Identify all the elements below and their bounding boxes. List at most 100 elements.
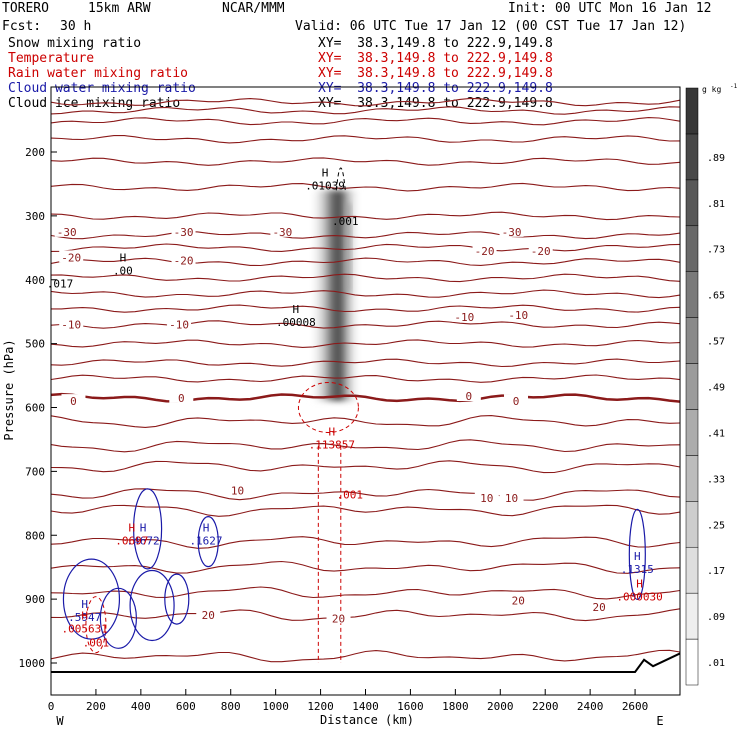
temperature-label: -20 [475,245,495,258]
label-bg [587,599,612,612]
isotherm [51,182,680,192]
label-bg [326,611,351,624]
xy-temperature: XY= 38.3,149.8 to 222.9,149.8 [318,51,553,66]
label-bg [171,224,196,237]
colorbar-label: .33 [707,474,725,485]
colorbar-label: .73 [707,245,725,256]
label-bg [196,608,221,621]
colorbar-swatch [685,317,699,364]
x-tick-label: 2600 [622,700,649,713]
extremum-marker: H [120,252,127,265]
colorbar: .01 .09 .17 .25 .33 .41 .49 .57 .65 .73 .81 .89 g kg… [685,83,738,686]
isotherm [51,560,680,574]
temperature-label: -10 [508,309,528,322]
isotherm [51,230,680,240]
y-axis-title: Pressure (hPa) [2,339,16,440]
rain-contour [317,445,342,663]
temperature-label: -20 [61,251,81,264]
x-tick-label: 800 [221,700,241,713]
label-bg [270,224,295,237]
colorbar-swatch [685,133,699,181]
temperature-label: 20 [512,594,525,607]
x-tick-label: 1200 [307,700,334,713]
extremum-value: .0697 [115,534,148,547]
x-tick-label: 1400 [352,700,379,713]
extremum-marker: H [328,425,335,438]
extremum-value: .00 [113,265,133,278]
xy-snow: XY= 38.3,149.8 to 222.9,149.8 [318,36,553,51]
extremum-marker: H [636,577,643,590]
y-tick-label: 900 [25,593,45,606]
colorbar-units: g kg [702,85,721,94]
label-bg [61,394,86,407]
isotherm [51,536,680,549]
colorbar-label: .09 [707,612,725,623]
cloud-water-contour [129,569,175,642]
label-bg [528,244,553,257]
x-tick-label: 2200 [532,700,559,713]
temperature-label: 20 [202,609,215,622]
label-bg [167,317,192,330]
snow-band-secondary [344,203,353,293]
temperature-isotherms [51,97,680,663]
isotherm [51,320,680,329]
colorbar-label: .25 [707,520,725,531]
x-tick-label: 1800 [442,700,469,713]
colorbar-swatch [685,638,699,686]
isotherm [51,257,680,267]
colorbar-label: .57 [707,337,725,348]
temperature-label: 0 [70,395,77,408]
colorbar-swatch [685,363,699,410]
colorbar-label: .01 [707,658,725,669]
extremum-value: .017 [47,277,74,290]
temperature-label: 20 [332,612,345,625]
extremum-value: .000030 [616,590,662,603]
temperature-label: -30 [174,226,194,239]
temperature-label: 0 [466,390,473,403]
temperature-label: 10 [480,492,493,505]
isotherm [51,106,680,115]
axes: 0 200 400 600 800 1000 1200 1400 1600 1800 2000 220… [19,86,681,713]
extremum-value: .1627 [189,534,222,547]
x-tick-label: 1600 [397,700,424,713]
temperature-label: -30 [502,226,522,239]
isotherm [51,243,680,252]
colorbar-label: .89 [707,153,725,164]
isotherm [51,504,680,517]
isotherm [51,586,680,600]
isotherm [51,97,680,107]
x-tick-label: 400 [131,700,151,713]
forecast-hour: 30 h [60,19,92,34]
valid-time: Valid: 06 UTC Tue 17 Jan 12 (00 CST Tue … [295,19,687,34]
extremum-value: .001 [332,215,359,228]
east-label: E [656,714,663,728]
extremum-value: .001 [337,488,364,501]
rain-contour [297,382,359,433]
extremum-value: .001 [83,636,110,649]
extremum-value: .00008 [276,316,316,329]
colorbar-swatch [685,592,699,640]
extremum-marker: H [81,598,88,611]
isotherm [51,339,680,348]
label-bg [169,390,194,403]
isotherm [51,117,680,126]
init-time: Init: 00 UTC Mon 16 Jan 12 [508,1,712,16]
colorbar-label: .41 [707,428,725,439]
y-tick-label: 500 [25,338,45,351]
extremum-value: .1315 [621,563,654,576]
y-tick-label: 1000 [19,657,46,670]
colorbar-swatch [685,501,699,548]
model-name: TORERO [2,1,49,16]
temperature-label: -10 [169,318,189,331]
isotherm [51,460,680,474]
label-bg [59,317,84,330]
isotherm [51,439,680,453]
cloud-water-contour [132,488,163,570]
extremum-marker: H [129,521,136,534]
xy-cloud-water: XY= 38.3,149.8 to 222.9,149.8 [318,81,553,96]
temperature-labels: -30 -30 -30 -30 -20 -20 -20 -20 -10 -10 -10 -10 0 0 0 0… [54,224,612,625]
isotherm [51,649,680,663]
isotherm [51,157,680,166]
axis-titles: Distance (km) Pressure (hPa) W E [2,339,664,728]
